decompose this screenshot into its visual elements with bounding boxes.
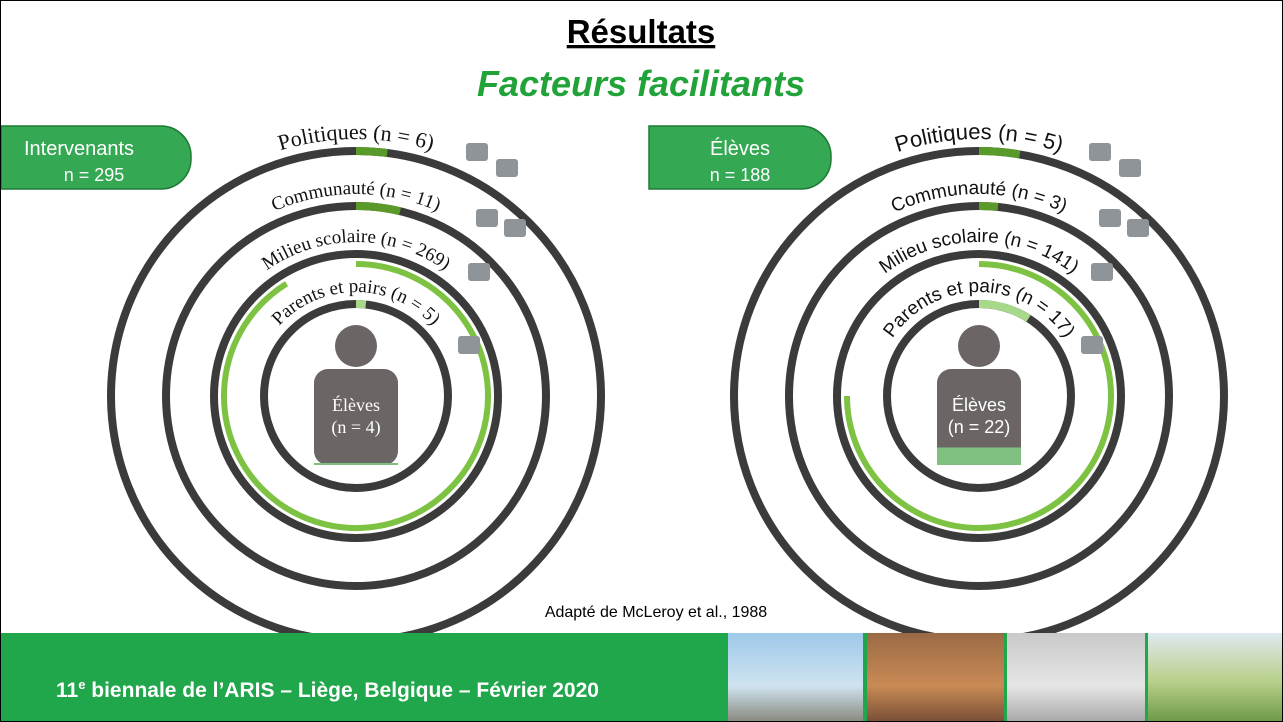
diagram: Résultats Facteurs facilitants Adapté de… bbox=[1, 1, 1282, 633]
title: Résultats bbox=[567, 13, 716, 50]
icon bbox=[466, 143, 488, 161]
badge-label: Intervenants bbox=[24, 138, 134, 160]
icon bbox=[476, 209, 498, 227]
photo bbox=[1007, 633, 1145, 721]
badge-label: Élèves bbox=[710, 137, 770, 160]
ring-arc bbox=[979, 206, 998, 207]
icon bbox=[458, 336, 480, 354]
footer-text: 11e biennale de l’ARIS – Liège, Belgique… bbox=[56, 677, 599, 703]
citation: Adapté de McLeroy et al., 1988 bbox=[545, 604, 767, 621]
icon bbox=[1119, 159, 1141, 177]
icon bbox=[1089, 143, 1111, 161]
ring-label-text: Communauté (n = 3) bbox=[888, 178, 1070, 217]
center-n: (n = 22) bbox=[948, 417, 1011, 437]
ring-arc bbox=[356, 304, 366, 305]
badge-n: n = 188 bbox=[710, 165, 771, 185]
ring-arc bbox=[356, 206, 400, 211]
ring-arc bbox=[979, 151, 1020, 154]
photo bbox=[728, 633, 863, 721]
ring-arc bbox=[356, 151, 387, 153]
ring-label: Communauté (n = 3) bbox=[888, 178, 1070, 217]
footer: 11e biennale de l’ARIS – Liège, Belgique… bbox=[1, 633, 1282, 721]
ring-label: Communauté (n = 11) bbox=[268, 178, 443, 216]
center-n: (n = 4) bbox=[331, 417, 380, 438]
icon bbox=[1081, 336, 1103, 354]
slide: Résultats Facteurs facilitants Adapté de… bbox=[0, 0, 1283, 722]
ring-label-text: Communauté (n = 11) bbox=[268, 178, 443, 216]
center-bar bbox=[314, 463, 398, 465]
icon bbox=[1091, 263, 1113, 281]
photo bbox=[867, 633, 1004, 721]
center-label: Élèves bbox=[332, 394, 380, 415]
person-head bbox=[958, 325, 1000, 367]
center-bar bbox=[937, 447, 1021, 465]
icon bbox=[1099, 209, 1121, 227]
event: biennale de l’ARIS – Liège, Belgique – F… bbox=[85, 679, 599, 702]
icon bbox=[496, 159, 518, 177]
center-label: Élèves bbox=[952, 395, 1006, 415]
badge-n: n = 295 bbox=[64, 165, 125, 185]
person-head bbox=[335, 325, 377, 367]
subtitle: Facteurs facilitants bbox=[477, 63, 805, 104]
edition: 11 bbox=[56, 679, 78, 702]
icon bbox=[1127, 219, 1149, 237]
photo bbox=[1148, 633, 1282, 721]
icon bbox=[468, 263, 490, 281]
icon bbox=[504, 219, 526, 237]
